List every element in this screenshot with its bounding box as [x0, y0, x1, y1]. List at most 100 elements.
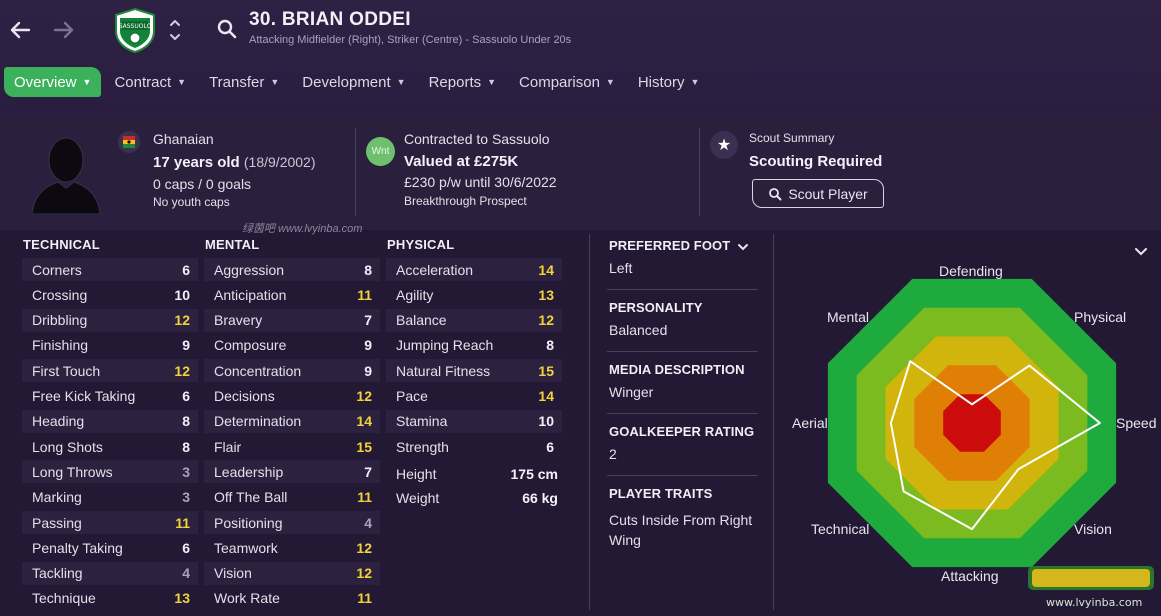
- attribute-row[interactable]: Aggression 8: [204, 258, 380, 281]
- attribute-row[interactable]: Concentration 9: [204, 359, 380, 383]
- chevron-down-icon[interactable]: [1133, 243, 1149, 264]
- attribute-row[interactable]: Corners 6: [22, 258, 198, 281]
- attribute-row[interactable]: Decisions 12: [204, 385, 380, 408]
- attribute-label: Penalty Taking: [32, 539, 123, 556]
- attribute-row[interactable]: Positioning 4: [204, 511, 380, 534]
- attribute-row[interactable]: Vision 12: [204, 561, 380, 585]
- divider: [607, 351, 758, 352]
- club-switch-chevrons-icon[interactable]: [168, 16, 182, 47]
- attribute-row[interactable]: Jumping Reach 8: [386, 334, 562, 357]
- club-crest-icon[interactable]: SASSUOLO: [112, 7, 158, 54]
- attribute-value: 6: [182, 539, 190, 556]
- attribute-label: Long Shots: [32, 438, 103, 455]
- attribute-row[interactable]: Work Rate 11: [204, 587, 380, 610]
- attribute-row[interactable]: Natural Fitness 15: [386, 359, 562, 383]
- attribute-label: Teamwork: [214, 539, 278, 556]
- attribute-value: 11: [357, 590, 372, 607]
- attribute-label: Natural Fitness: [396, 362, 491, 379]
- attribute-row[interactable]: Determination 14: [204, 409, 380, 433]
- preferred-foot-value: Left: [609, 260, 633, 276]
- squad-status-badge[interactable]: Wnt: [366, 137, 395, 166]
- attribute-value: 10: [538, 413, 554, 430]
- attribute-row[interactable]: Passing 11: [22, 511, 198, 534]
- attribute-label: Long Throws: [32, 463, 113, 480]
- height-row: Height 175 cm: [396, 466, 558, 482]
- attribute-row[interactable]: Teamwork 12: [204, 536, 380, 559]
- media-description-value: Winger: [609, 384, 654, 400]
- scout-player-button[interactable]: Scout Player: [752, 179, 884, 208]
- player-trait-continued[interactable]: Wing: [609, 532, 641, 548]
- player-trait[interactable]: Cuts Inside From Right: [609, 512, 753, 528]
- chevron-down-icon[interactable]: [736, 240, 750, 259]
- tab-overview[interactable]: Overview ▼: [4, 67, 102, 97]
- goalkeeper-rating-value: 2: [609, 446, 617, 462]
- forward-arrow-icon[interactable]: [50, 16, 78, 44]
- attribute-row[interactable]: Finishing 9: [22, 334, 198, 357]
- search-icon[interactable]: [216, 18, 238, 40]
- attribute-row[interactable]: Long Shots 8: [22, 435, 198, 458]
- attribute-label: Agility: [396, 286, 434, 303]
- attribute-value: 14: [538, 261, 554, 278]
- attribute-label: Work Rate: [214, 590, 280, 607]
- attribute-row[interactable]: Long Throws 3: [22, 460, 198, 484]
- attribute-row[interactable]: Balance 12: [386, 308, 562, 332]
- personality-value[interactable]: Balanced: [609, 322, 668, 338]
- attribute-row[interactable]: Leadership 7: [204, 460, 380, 484]
- attribute-row[interactable]: Acceleration 14: [386, 258, 562, 281]
- tab-history[interactable]: History ▼: [637, 73, 700, 91]
- attribute-label: First Touch: [32, 362, 101, 379]
- attribute-label: Bravery: [214, 312, 263, 329]
- attribute-row[interactable]: Free Kick Taking 6: [22, 385, 198, 408]
- attribute-row[interactable]: Anticipation 11: [204, 283, 380, 306]
- attribute-row[interactable]: Crossing 10: [22, 283, 198, 306]
- contracted-club[interactable]: Contracted to Sassuolo: [404, 131, 550, 147]
- radar-label-attacking: Attacking: [941, 568, 999, 584]
- nation-flag-icon[interactable]: [118, 131, 140, 153]
- radar-label-technical: Technical: [811, 521, 870, 537]
- attribute-row[interactable]: Marking 3: [22, 486, 198, 509]
- attribute-row[interactable]: Bravery 7: [204, 308, 380, 332]
- attribute-value: 11: [357, 286, 372, 303]
- attribute-row[interactable]: Agility 13: [386, 283, 562, 306]
- attribute-row[interactable]: Heading 8: [22, 409, 198, 433]
- attribute-value: 15: [356, 438, 372, 455]
- back-arrow-icon[interactable]: [6, 16, 34, 44]
- attribute-row[interactable]: Stamina 10: [386, 409, 562, 433]
- attribute-row[interactable]: Tackling 4: [22, 561, 198, 585]
- player-header: [0, 118, 1161, 230]
- search-icon: [769, 187, 782, 200]
- nationality[interactable]: Ghanaian: [153, 131, 214, 147]
- attribute-value: 14: [356, 413, 372, 430]
- attribute-row[interactable]: Composure 9: [204, 334, 380, 357]
- tab-development[interactable]: Development ▼: [302, 73, 406, 91]
- attribute-value: 14: [538, 388, 554, 404]
- attribute-row[interactable]: Dribbling 12: [22, 308, 198, 332]
- attribute-label: Stamina: [396, 413, 448, 430]
- attribute-value: 4: [182, 565, 190, 582]
- attribute-value: 12: [356, 388, 372, 404]
- youth-caps: No youth caps: [153, 195, 230, 209]
- attribute-row[interactable]: Off The Ball 11: [204, 486, 380, 509]
- age: 17 years old (18/9/2002): [153, 154, 316, 171]
- radar-band: [943, 394, 1001, 452]
- attribute-row[interactable]: Penalty Taking 6: [22, 536, 198, 559]
- attribute-value: 8: [182, 438, 190, 455]
- tab-reports[interactable]: Reports ▼: [428, 73, 497, 91]
- attribute-radar-chart: [827, 278, 1117, 568]
- header-divider: [699, 128, 700, 216]
- tab-comparison[interactable]: Comparison ▼: [519, 73, 615, 91]
- attribute-row[interactable]: First Touch 12: [22, 359, 198, 383]
- attribute-value: 7: [364, 463, 372, 480]
- tab-contract[interactable]: Contract ▼: [114, 73, 187, 91]
- divider: [607, 289, 758, 290]
- attribute-label: Technique: [32, 590, 96, 607]
- attribute-label: Flair: [214, 438, 242, 455]
- mental-heading: MENTAL: [205, 237, 260, 252]
- column-divider: [589, 234, 590, 610]
- attribute-row[interactable]: Flair 15: [204, 435, 380, 458]
- attribute-row[interactable]: Strength 6: [386, 435, 562, 458]
- attribute-row[interactable]: Technique 13: [22, 587, 198, 610]
- attribute-row[interactable]: Pace 14: [386, 385, 562, 408]
- radar-label-aerial: Aerial: [792, 415, 828, 431]
- tab-transfer[interactable]: Transfer ▼: [209, 73, 280, 91]
